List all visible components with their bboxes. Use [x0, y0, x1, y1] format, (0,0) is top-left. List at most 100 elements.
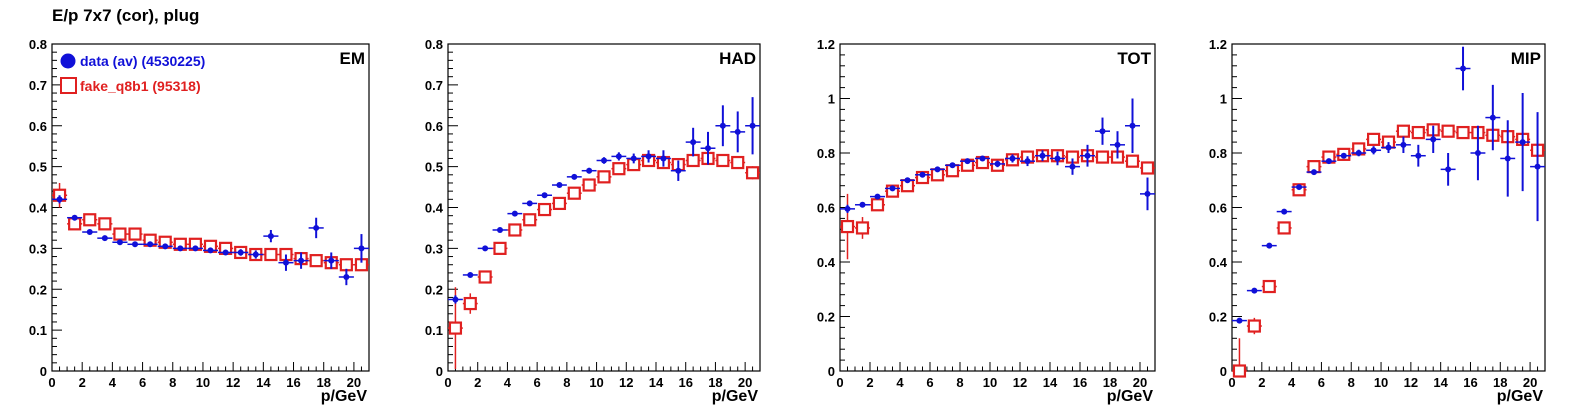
y-tick-label: 0.1: [425, 323, 443, 338]
x-tick-label: 6: [926, 375, 933, 390]
data-marker: [132, 241, 139, 248]
data-marker: [1400, 141, 1407, 148]
x-tick-label: 2: [1258, 375, 1265, 390]
fake-marker: [1247, 319, 1261, 333]
y-tick-label: 0: [828, 364, 835, 379]
y-tick-label: 1.2: [817, 37, 835, 52]
legend: data (av) (4530225) fake_q8b1 (95318): [60, 53, 205, 94]
y-tick-label: 1.2: [1209, 37, 1227, 52]
x-tick-label: 0: [48, 375, 55, 390]
fake-marker: [1456, 125, 1470, 140]
x-tick-label: 20: [1523, 375, 1537, 390]
data-marker: [690, 139, 697, 146]
x-tick-label: 2: [866, 375, 873, 390]
data-marker: [1340, 152, 1347, 159]
x-tick-label: 6: [1318, 375, 1325, 390]
data-marker: [874, 193, 881, 200]
data-marker: [1310, 169, 1317, 176]
x-tick-label: 4: [1288, 375, 1296, 390]
x-tick-label: 10: [983, 375, 997, 390]
fake-marker: [1277, 221, 1291, 235]
x-tick-label: 4: [896, 375, 904, 390]
fake-marker: [582, 178, 596, 192]
data-marker: [1460, 65, 1467, 72]
x-tick-label: 8: [1348, 375, 1355, 390]
legend-fake-label: fake_q8b1 (95318): [80, 78, 201, 94]
fake-marker: [98, 217, 112, 231]
data-marker: [1504, 155, 1511, 162]
panel-em: 0 2 4 6 8 10 12 14 16 18 20 0 0.1 0.2 0.3 0.4 0.5 0.6 0.7 0…: [29, 37, 370, 405]
data-marker: [313, 224, 320, 231]
data-marker: [147, 241, 154, 248]
data-marker: [482, 245, 489, 252]
fake-marker: [448, 321, 463, 335]
data-marker: [645, 153, 652, 160]
fake-marker: [478, 270, 492, 284]
data-marker: [949, 162, 956, 169]
fake-marker: [537, 202, 552, 217]
x-tick-label: 16: [286, 375, 300, 390]
y-tick-label: 1: [828, 92, 835, 107]
y-tick-label: 0.5: [29, 160, 47, 175]
x-axis-label: p/GeV: [321, 388, 368, 405]
data-marker: [1370, 147, 1377, 154]
x-axis-label: p/GeV: [1107, 388, 1154, 405]
x-tick-label: 2: [79, 375, 86, 390]
x-tick-label: 4: [504, 375, 512, 390]
fake-marker: [523, 213, 537, 227]
data-marker: [1009, 155, 1016, 162]
legend-fake-marker: [60, 77, 77, 94]
x-tick-label: 14: [1433, 375, 1448, 390]
data-marker: [719, 122, 726, 129]
data-marker: [1114, 141, 1121, 148]
y-tick-label: 0.3: [425, 241, 443, 256]
x-tick-label: 18: [1103, 375, 1117, 390]
x-tick-label: 6: [534, 375, 541, 390]
data-marker: [252, 251, 259, 258]
panel-label: TOT: [1117, 49, 1151, 68]
data-marker: [601, 157, 607, 164]
data-marker: [705, 145, 711, 152]
panel-label: HAD: [719, 49, 756, 68]
x-tick-label: 12: [226, 375, 240, 390]
y-tick-label: 0.4: [425, 201, 444, 216]
fake-marker: [686, 153, 700, 168]
data-marker: [919, 171, 926, 178]
x-axis-label: p/GeV: [712, 388, 759, 405]
y-tick-label: 0: [1220, 364, 1227, 379]
data-marker: [1296, 184, 1303, 191]
x-tick-label: 14: [256, 375, 271, 390]
legend-data-marker: [60, 53, 76, 69]
fake-marker: [128, 227, 142, 241]
data-marker: [1281, 208, 1288, 215]
y-tick-label: 0.5: [425, 160, 443, 175]
panel-label: EM: [340, 49, 366, 68]
y-tick-label: 0.8: [817, 146, 835, 161]
data-marker: [964, 158, 971, 165]
data-marker: [571, 173, 578, 180]
data-marker: [586, 167, 593, 174]
y-tick-label: 0.2: [817, 310, 835, 325]
plot-frame: [447, 43, 761, 372]
x-tick-label: 2: [474, 375, 481, 390]
data-marker: [1325, 158, 1332, 165]
data-marker: [56, 196, 63, 203]
data-marker: [1024, 158, 1031, 165]
data-marker: [889, 185, 896, 192]
fake-marker: [731, 155, 745, 170]
data-marker: [343, 273, 350, 280]
data-marker: [1236, 317, 1243, 324]
y-tick-label: 0.6: [29, 119, 47, 134]
data-marker: [859, 201, 866, 208]
data-marker: [1385, 144, 1392, 151]
x-tick-label: 8: [169, 375, 176, 390]
fake-marker: [840, 219, 855, 234]
x-tick-label: 16: [1463, 375, 1477, 390]
data-marker: [192, 245, 199, 252]
y-tick-label: 0.6: [1209, 201, 1227, 216]
data-marker: [749, 122, 756, 129]
x-tick-label: 0: [444, 375, 451, 390]
data-marker: [267, 233, 274, 240]
fake-marker: [1366, 132, 1381, 146]
